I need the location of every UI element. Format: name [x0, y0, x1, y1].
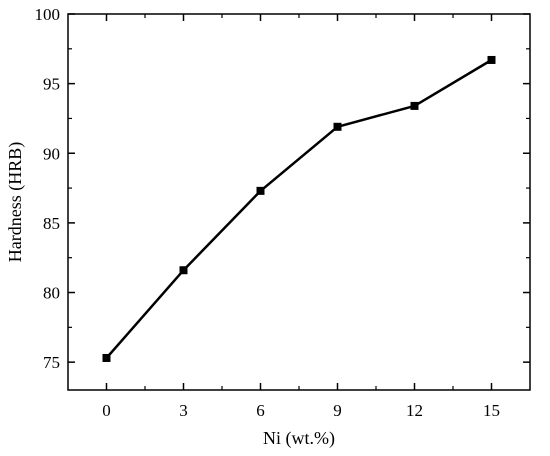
series-line — [105, 58, 493, 359]
x-axis-label: Ni (wt.%) — [263, 428, 335, 449]
x-tick-label: 6 — [256, 401, 265, 420]
x-tick-label: 9 — [333, 401, 342, 420]
x-tick-label: 0 — [102, 401, 111, 420]
axis-ticks — [68, 13, 530, 390]
x-tick-label: 12 — [406, 401, 423, 420]
data-point-marker — [487, 55, 496, 64]
data-point-marker — [333, 122, 342, 131]
data-point-marker — [179, 266, 188, 275]
tick-labels: 75 80 85 90 95 100 0 3 6 9 12 15 — [35, 5, 501, 420]
y-tick-label: 90 — [43, 144, 60, 163]
y-tick-label: 75 — [43, 353, 60, 372]
y-tick-label: 95 — [43, 75, 60, 94]
x-tick-label: 15 — [483, 401, 500, 420]
data-point-marker — [102, 353, 111, 362]
y-tick-label: 85 — [43, 214, 60, 233]
y-tick-label: 100 — [35, 5, 61, 24]
y-tick-label: 80 — [43, 284, 60, 303]
data-point-marker — [410, 101, 419, 110]
y-axis-label: Hardness (HRB) — [5, 142, 26, 262]
data-point-marker — [256, 186, 265, 195]
x-tick-label: 3 — [179, 401, 188, 420]
data-series — [102, 55, 496, 362]
plot-frame — [67, 13, 531, 391]
